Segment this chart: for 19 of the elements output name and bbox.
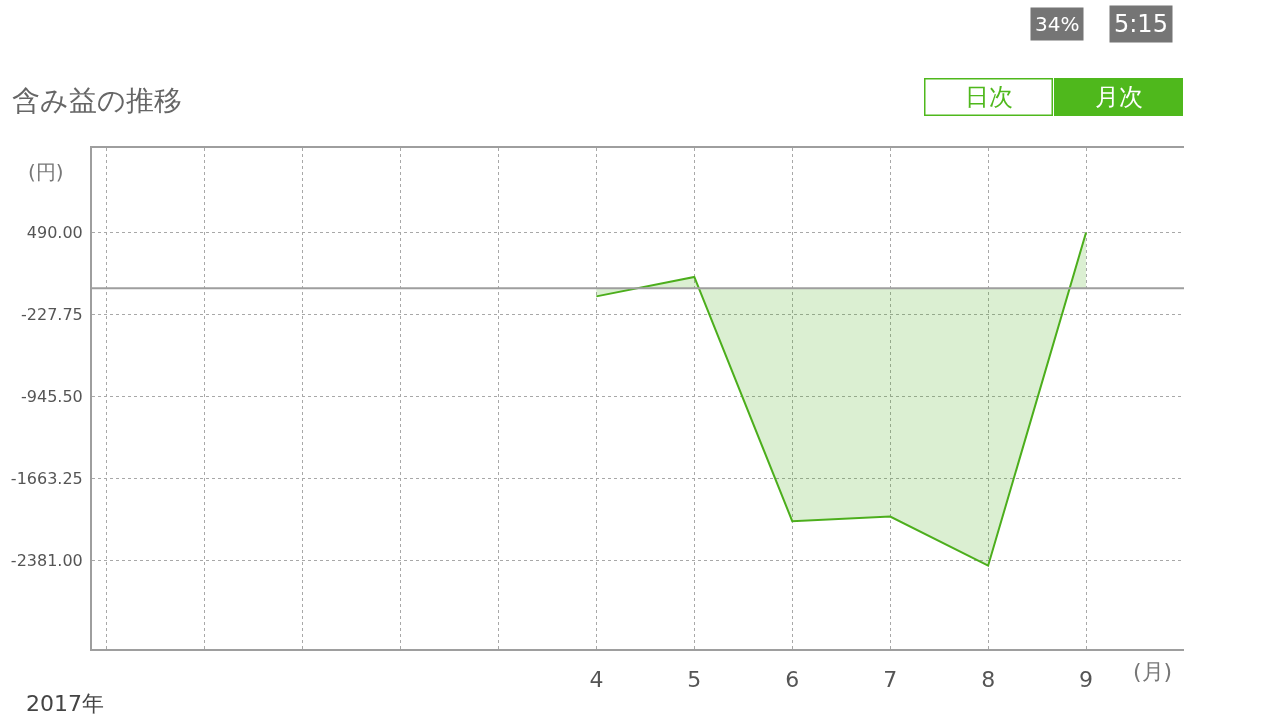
text: 34% xyxy=(1035,12,1080,36)
x-tick-label: 8 xyxy=(981,667,996,693)
x-tick-label: 7 xyxy=(883,667,898,693)
y-tick-label: -945.50 xyxy=(21,386,83,406)
text: 2017年 xyxy=(26,691,104,716)
x-tick-label: 6 xyxy=(785,667,800,693)
x-tick-label: 4 xyxy=(589,667,604,693)
text: 日次 xyxy=(964,83,1013,111)
text: 5:15 xyxy=(1114,10,1168,38)
x-tick-label: 9 xyxy=(1079,667,1094,693)
y-tick-label: 490.00 xyxy=(26,223,83,243)
y-tick-label: -1663.25 xyxy=(10,468,83,488)
text: 月次 xyxy=(1094,83,1143,111)
chart-title: 含み益の推移 xyxy=(12,83,182,117)
y-tick-label: -227.75 xyxy=(21,304,83,324)
x-axis-title: (月) xyxy=(1133,659,1173,684)
x-tick-label: 5 xyxy=(687,667,702,693)
y-axis-title: (円) xyxy=(28,160,64,184)
y-tick-label: -2381.00 xyxy=(10,550,83,570)
